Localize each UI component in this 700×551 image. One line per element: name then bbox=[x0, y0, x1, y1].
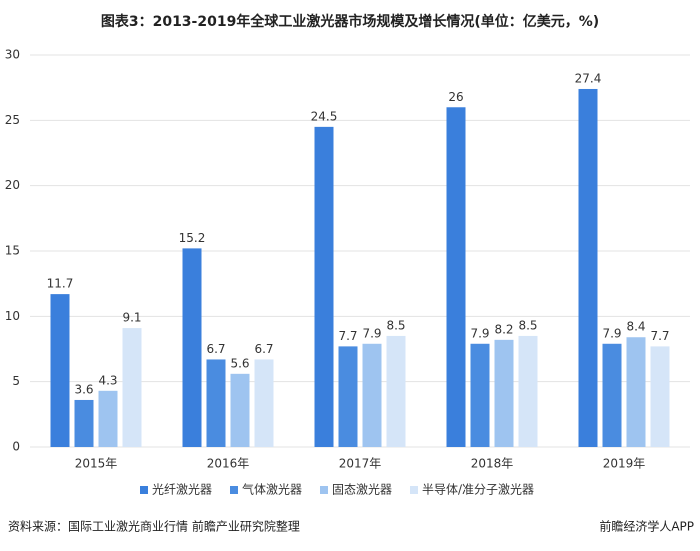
legend-swatch bbox=[410, 486, 418, 494]
bar bbox=[182, 248, 202, 447]
data-label: 8.4 bbox=[626, 320, 645, 334]
brand: 前瞻经济学人APP bbox=[599, 519, 694, 534]
data-label: 7.9 bbox=[362, 326, 381, 340]
data-label: 8.2 bbox=[494, 322, 513, 336]
y-tick-label: 30 bbox=[5, 48, 20, 62]
bar bbox=[494, 339, 514, 447]
y-tick-label: 20 bbox=[5, 178, 20, 192]
bar bbox=[578, 88, 598, 448]
x-tick-label: 2017年 bbox=[339, 457, 382, 471]
data-label: 9.1 bbox=[122, 311, 141, 325]
bar bbox=[122, 328, 142, 447]
y-tick-label: 10 bbox=[5, 309, 20, 323]
y-tick-label: 15 bbox=[5, 244, 20, 258]
bar bbox=[386, 335, 406, 447]
x-tick-label: 2019年 bbox=[603, 457, 646, 471]
data-label: 26 bbox=[448, 90, 463, 104]
bar bbox=[362, 343, 382, 447]
chart-title: 图表3：2013-2019年全球工业激光器市场规模及增长情况(单位：亿美元，%) bbox=[101, 13, 599, 30]
legend-swatch bbox=[230, 486, 238, 494]
legend-swatch bbox=[320, 486, 328, 494]
bar bbox=[446, 107, 466, 448]
x-tick-label: 2016年 bbox=[207, 457, 250, 471]
x-tick-label: 2018年 bbox=[471, 457, 514, 471]
bar bbox=[650, 346, 670, 447]
source-note: 资料来源：国际工业激光商业行情 前瞻产业研究院整理 bbox=[8, 519, 300, 534]
bar bbox=[626, 337, 646, 447]
data-label: 8.5 bbox=[518, 318, 537, 332]
data-label: 6.7 bbox=[206, 342, 225, 356]
bar bbox=[230, 373, 250, 447]
data-label: 7.9 bbox=[470, 326, 489, 340]
bar bbox=[50, 294, 70, 447]
y-tick-label: 25 bbox=[5, 113, 20, 127]
bar bbox=[338, 346, 358, 447]
legend-label: 气体激光器 bbox=[242, 482, 302, 497]
bar bbox=[470, 343, 490, 447]
data-label: 6.7 bbox=[254, 342, 273, 356]
data-label: 3.6 bbox=[74, 382, 93, 396]
data-label: 7.7 bbox=[338, 329, 357, 343]
data-label: 4.3 bbox=[98, 373, 117, 387]
bar bbox=[206, 359, 226, 447]
x-tick-label: 2015年 bbox=[75, 457, 118, 471]
legend-label: 半导体/准分子激光器 bbox=[422, 483, 534, 497]
data-label: 8.5 bbox=[386, 318, 405, 332]
legend-swatch bbox=[140, 486, 148, 494]
bar bbox=[98, 390, 118, 447]
data-label: 5.6 bbox=[230, 356, 249, 370]
bar bbox=[518, 335, 538, 447]
bar bbox=[74, 399, 94, 447]
legend-label: 固态激光器 bbox=[332, 483, 392, 497]
y-tick-label: 5 bbox=[12, 374, 20, 388]
data-label: 7.7 bbox=[650, 329, 669, 343]
data-label: 7.9 bbox=[602, 326, 621, 340]
data-label: 24.5 bbox=[311, 109, 338, 123]
y-tick-label: 0 bbox=[12, 440, 20, 454]
data-label: 11.7 bbox=[47, 277, 74, 291]
bar bbox=[602, 343, 622, 447]
bar bbox=[254, 359, 274, 447]
data-label: 15.2 bbox=[179, 231, 206, 245]
data-label: 27.4 bbox=[575, 71, 602, 85]
bar bbox=[314, 126, 334, 447]
legend-label: 光纤激光器 bbox=[152, 483, 212, 497]
